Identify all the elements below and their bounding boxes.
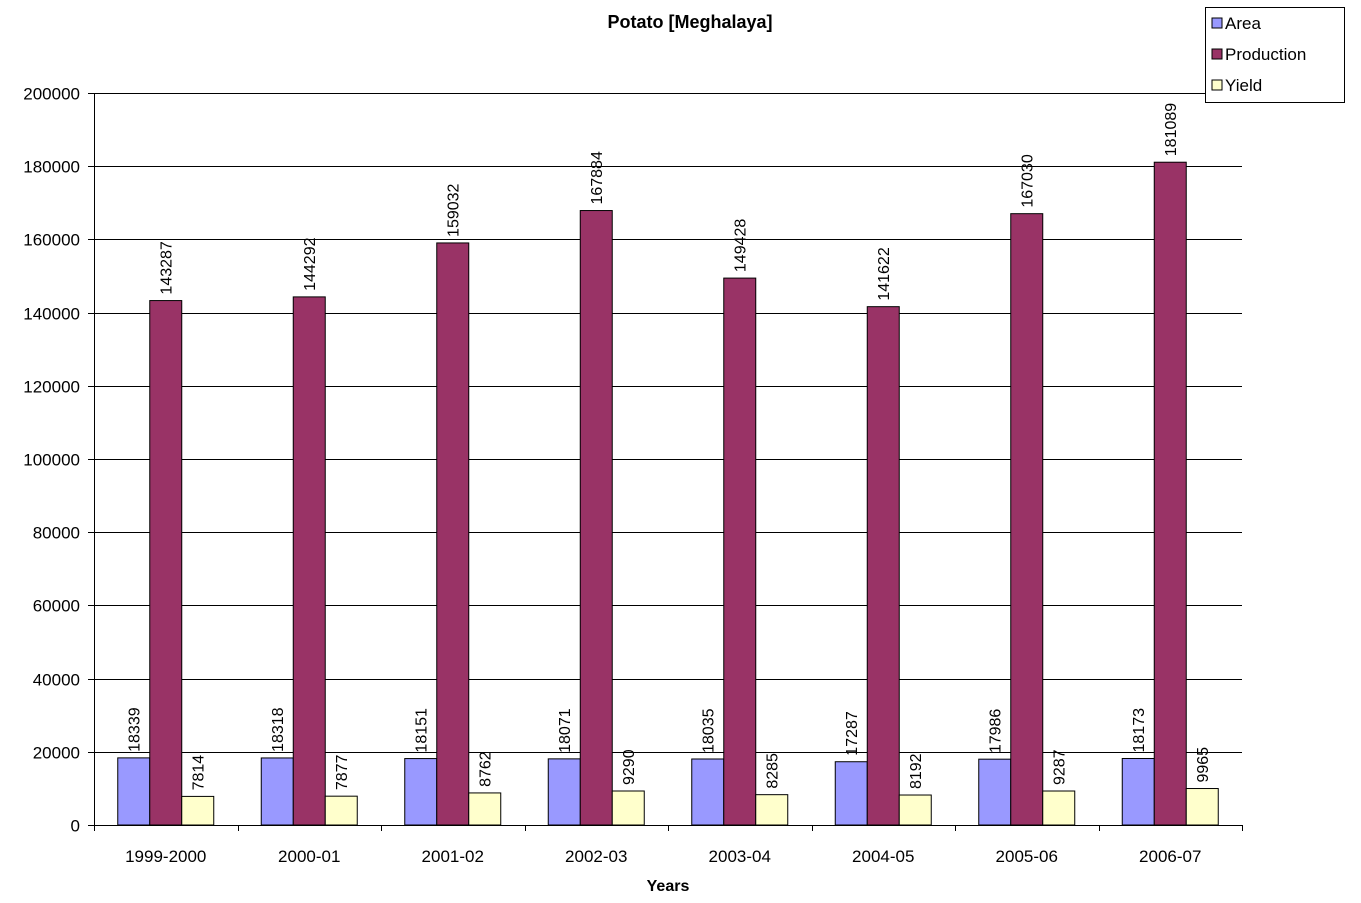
bar-production-2000-01 [292, 296, 326, 826]
bar-area-2005-06 [978, 758, 1012, 826]
x-tick-label: 2004-05 [852, 847, 914, 866]
bar-production-2002-03 [579, 210, 613, 826]
legend-swatch-production [1211, 48, 1223, 60]
y-tick-label: 180000 [23, 158, 80, 177]
bar-area-2000-01 [260, 757, 294, 826]
x-axis-title: Years [647, 878, 690, 895]
legend-label-yield: Yield [1225, 76, 1262, 95]
bar-yield-2004-05 [898, 794, 932, 826]
legend-swatch-yield [1211, 79, 1223, 91]
bar-yield-2002-03 [611, 790, 645, 826]
y-tick-label: 100000 [23, 451, 80, 470]
bar-production-2006-07 [1153, 161, 1187, 826]
x-tick-label: 2002-03 [565, 847, 627, 866]
data-label: 167884 [589, 151, 606, 204]
data-label: 159032 [446, 183, 463, 236]
data-label: 17986 [988, 709, 1005, 754]
y-tick-label: 20000 [33, 744, 80, 763]
bar-production-1999-2000 [149, 300, 183, 826]
axes: 0 20000 40000 60000 80000 100000 120000 140000 1… [23, 85, 1243, 866]
bar-production-2001-02 [436, 242, 470, 826]
x-tick-label: 2001-02 [422, 847, 484, 866]
bar-area-2006-07 [1121, 757, 1155, 826]
x-tick-label: 2005-06 [996, 847, 1058, 866]
bar-area-2001-02 [404, 758, 438, 826]
bar-production-2004-05 [866, 306, 900, 826]
y-tick-label: 200000 [23, 85, 80, 104]
bar-yield-2005-06 [1042, 790, 1076, 826]
data-label: 141622 [876, 247, 893, 300]
data-label: 17287 [844, 711, 861, 756]
legend-label-area: Area [1225, 14, 1261, 33]
x-tick-label: 2006-07 [1139, 847, 1201, 866]
bar-yield-2000-01 [324, 795, 358, 826]
bar-yield-1999-2000 [181, 795, 215, 826]
data-label: 8285 [765, 753, 782, 789]
data-label: 181089 [1163, 103, 1180, 156]
y-tick-label: 140000 [23, 305, 80, 324]
bar-area-2003-04 [691, 758, 725, 826]
y-tick-label: 120000 [23, 378, 80, 397]
data-label: 149428 [733, 219, 750, 272]
data-label: 18151 [414, 708, 431, 753]
data-label: 18318 [270, 707, 287, 752]
bar-yield-2003-04 [755, 794, 789, 826]
data-label: 143287 [159, 241, 176, 294]
data-label: 8192 [908, 753, 925, 789]
y-tick-label: 160000 [23, 231, 80, 250]
bar-production-2005-06 [1010, 213, 1044, 826]
data-label: 9965 [1195, 747, 1212, 783]
data-label: 167030 [1020, 154, 1037, 207]
bar-area-2004-05 [834, 761, 868, 826]
bar-yield-2006-07 [1185, 788, 1219, 826]
y-tick-label: 0 [71, 817, 80, 836]
grid-lines [94, 93, 1242, 753]
data-labels: 18339 143287 7814 18318 144292 7877 18151 15903… [127, 103, 1213, 791]
data-label: 18339 [127, 707, 144, 752]
chart-title: Potato [Meghalaya] [607, 12, 772, 32]
legend: Area Production Yield [1205, 7, 1345, 103]
y-tick-label: 80000 [33, 524, 80, 543]
data-label: 18173 [1131, 708, 1148, 753]
bar-yield-2001-02 [468, 792, 502, 826]
data-label: 7814 [191, 755, 208, 791]
y-tick-label: 40000 [33, 671, 80, 690]
data-label: 18071 [557, 708, 574, 753]
data-label: 7877 [334, 754, 351, 790]
bar-area-1999-2000 [117, 757, 151, 826]
legend-label-production: Production [1225, 45, 1306, 64]
x-tick-label: 2000-01 [278, 847, 340, 866]
x-tick-label: 2003-04 [709, 847, 771, 866]
data-label: 8762 [478, 751, 495, 787]
x-tick-label: 1999-2000 [125, 847, 206, 866]
data-label: 18035 [701, 708, 718, 753]
bars [117, 161, 1219, 826]
legend-box [1205, 7, 1345, 103]
bar-production-2003-04 [723, 277, 757, 826]
bar-area-2002-03 [547, 758, 581, 826]
data-label: 144292 [302, 237, 319, 290]
legend-swatch-area [1211, 17, 1223, 29]
data-label: 9290 [621, 749, 638, 785]
y-tick-label: 60000 [33, 597, 80, 616]
data-label: 9287 [1052, 749, 1069, 785]
